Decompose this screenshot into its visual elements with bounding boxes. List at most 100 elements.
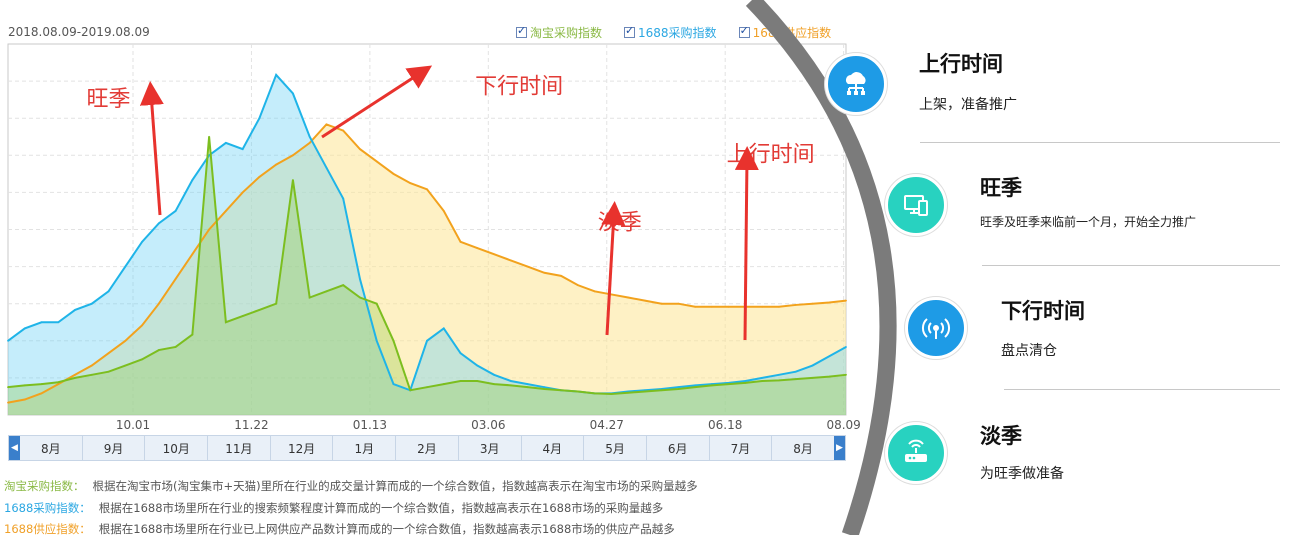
data-point — [23, 327, 26, 330]
legend-label-1688-purchase: 1688采购指数 — [638, 26, 717, 40]
legend-item-1688-purchase[interactable]: 1688采购指数 — [624, 24, 717, 41]
step-title: 淡季 — [980, 424, 1022, 448]
month-tab[interactable]: 11月 — [208, 436, 271, 460]
footnotes: 淘宝采购指数： 根据在淘宝市场(淘宝集市+天猫)里所在行业的成交量计算而成的一个综… — [4, 476, 698, 541]
data-point — [493, 383, 495, 385]
data-point — [7, 339, 9, 342]
data-point — [694, 386, 697, 389]
data-point — [241, 191, 244, 194]
month-tab[interactable]: 2月 — [396, 436, 459, 460]
legend-item-taobao[interactable]: 淘宝采购指数 — [516, 24, 602, 41]
month-tab[interactable]: 1月 — [333, 436, 397, 460]
footnote-desc: 根据在1688市场里所在行业的搜索频繁程度计算而成的一个综合数值，指数越高表示在… — [98, 500, 664, 515]
step-desc: 盘点清仓 — [1001, 343, 1057, 359]
month-tab[interactable]: 12月 — [271, 436, 334, 460]
month-tab[interactable]: 3月 — [459, 436, 522, 460]
footnote-label: 淘宝采购指数： — [4, 479, 85, 493]
month-tab[interactable]: 5月 — [584, 436, 647, 460]
checkbox-icon[interactable] — [516, 24, 527, 38]
data-point — [359, 148, 361, 151]
date-range: 2018.08.09-2019.08.09 — [8, 25, 150, 39]
data-point — [375, 160, 378, 163]
data-point — [576, 390, 579, 393]
data-point — [794, 370, 797, 373]
month-tab[interactable]: 7月 — [710, 436, 773, 460]
data-point — [426, 188, 428, 191]
data-point — [744, 381, 747, 384]
data-point — [409, 389, 412, 392]
data-point — [157, 222, 160, 225]
month-tab[interactable]: 8月 — [793, 441, 813, 456]
data-point — [627, 391, 630, 394]
data-point — [677, 302, 680, 305]
data-point — [811, 364, 814, 367]
data-point — [7, 386, 9, 389]
annotation-arrow — [139, 81, 164, 216]
data-point — [744, 380, 747, 382]
data-point — [141, 358, 143, 361]
nav-left-arrow-icon[interactable]: ◀ — [9, 436, 20, 460]
data-point — [90, 302, 93, 305]
checkbox-icon[interactable] — [624, 24, 636, 38]
data-point — [727, 383, 730, 385]
data-point — [459, 380, 462, 382]
data-point — [543, 388, 546, 390]
data-point — [224, 321, 227, 324]
divider — [920, 142, 1280, 143]
data-point — [761, 377, 764, 379]
data-point — [660, 302, 663, 305]
data-point — [325, 123, 328, 126]
x-tick-label: 10.01 — [116, 418, 150, 432]
legend-label-taobao: 淘宝采购指数 — [530, 26, 603, 40]
data-point — [392, 339, 395, 342]
data-point — [643, 390, 646, 393]
data-point — [426, 386, 428, 389]
data-point — [593, 290, 596, 293]
month-tab[interactable]: 9月 — [83, 436, 146, 460]
data-point — [107, 352, 110, 355]
data-point — [342, 197, 345, 200]
data-point — [392, 383, 395, 385]
data-point — [275, 74, 278, 76]
nav-right-arrow-icon[interactable]: ▶ — [834, 436, 845, 460]
data-point — [442, 327, 445, 330]
data-point — [476, 380, 479, 382]
data-point — [191, 253, 194, 256]
x-tick-label: 01.13 — [353, 418, 387, 432]
data-point — [308, 142, 311, 144]
data-point — [509, 384, 512, 387]
timeline-navigator[interactable]: ◀ 8月 9月 10月 11月 12月 1月 2月 3月 4月 5月 6月 7月 8月 ▶ — [8, 435, 846, 461]
data-point — [40, 383, 43, 385]
data-point — [610, 293, 613, 296]
month-tab[interactable]: 10月 — [145, 436, 209, 460]
data-point — [509, 259, 512, 262]
data-point — [258, 176, 261, 178]
data-point — [828, 301, 831, 304]
data-point — [845, 299, 847, 302]
annotation-label: 下行时间 — [475, 74, 563, 99]
data-point — [778, 373, 780, 376]
month-tab[interactable]: 4月 — [522, 436, 585, 460]
annotation-arrow — [601, 201, 626, 336]
data-point — [241, 148, 244, 151]
data-point — [476, 364, 479, 367]
data-point — [57, 381, 60, 384]
data-point — [543, 271, 546, 274]
data-point — [325, 290, 328, 293]
data-point — [275, 302, 278, 305]
month-tab[interactable]: 8月 — [20, 436, 83, 460]
data-point — [141, 324, 143, 327]
data-point — [476, 247, 479, 249]
data-point — [778, 379, 780, 382]
annotation-label: 旺季 — [87, 87, 131, 112]
data-point — [711, 384, 713, 387]
data-point — [560, 274, 562, 277]
data-point — [208, 228, 211, 231]
month-tab[interactable]: 6月 — [647, 436, 710, 460]
data-point — [208, 135, 211, 138]
series-area-0 — [8, 136, 846, 415]
data-point — [459, 240, 462, 243]
trend-chart: 10.01 11.22 01.13 03.06 04.27 06.18 08.09 旺季 下行… — [7, 43, 860, 432]
checkbox-icon[interactable] — [738, 24, 750, 38]
cloud-network-icon — [825, 53, 887, 115]
